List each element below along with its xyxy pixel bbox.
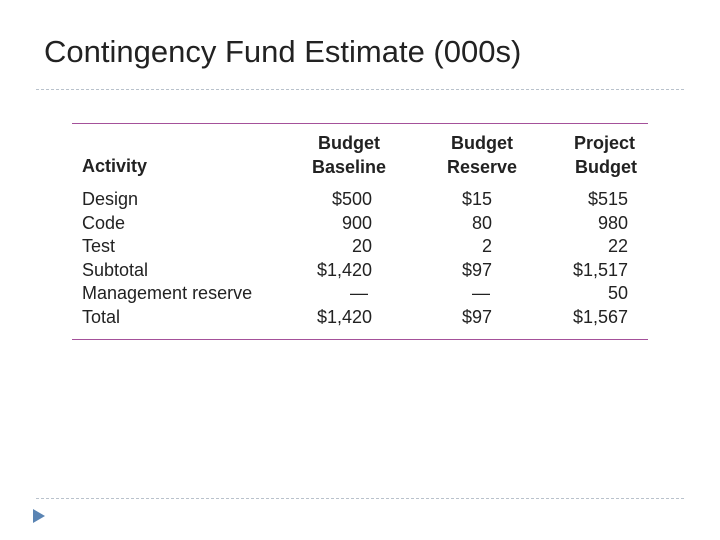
row-test-reserve: 2 <box>481 236 492 257</box>
row-total-project: $1,567 <box>572 307 628 327</box>
row-total-reserve: $97 <box>461 307 492 327</box>
row-code-activity: Code <box>82 212 126 233</box>
row-subtotal-baseline: $1,420 <box>316 259 372 280</box>
row-total-activity: Total <box>82 307 121 327</box>
header-baseline-line2: Baseline <box>312 157 387 177</box>
row-subtotal-reserve: $97 <box>461 259 492 280</box>
row-design-project: $515 <box>587 189 628 209</box>
contingency-table: Activity Budget Baseline Budget Reserve … <box>72 123 648 340</box>
row-subtotal-activity: Subtotal <box>82 259 149 280</box>
row-design-baseline: $500 <box>331 189 372 209</box>
slide-title: Contingency Fund Estimate (000s) <box>44 34 522 69</box>
row-total-baseline: $1,420 <box>316 307 372 327</box>
row-code-reserve: 80 <box>471 212 492 233</box>
row-test-project: 22 <box>607 236 628 257</box>
header-project-line2: Budget <box>575 157 637 177</box>
row-test-activity: Test <box>82 236 116 257</box>
header-activity: Activity <box>82 156 148 176</box>
header-reserve-line1: Budget <box>451 133 513 153</box>
row-design-activity: Design <box>82 189 139 209</box>
bullet-arrow-icon <box>33 509 45 523</box>
row-code-baseline: 900 <box>341 212 372 233</box>
row-management-reserve-activity: Management reserve <box>82 283 253 304</box>
header-baseline-line1: Budget <box>318 133 380 153</box>
row-subtotal-project: $1,517 <box>572 259 628 280</box>
row-code-project: 980 <box>597 212 628 233</box>
row-design-reserve: $15 <box>461 189 492 209</box>
row-management-reserve-reserve: — <box>472 283 490 304</box>
row-test-baseline: 20 <box>351 236 372 257</box>
header-reserve-line2: Reserve <box>447 157 518 177</box>
header-project-line1: Project <box>574 133 636 153</box>
top-divider <box>36 89 684 90</box>
bottom-divider <box>36 498 684 499</box>
row-management-reserve-baseline: — <box>350 283 368 304</box>
row-management-reserve-project: 50 <box>607 283 628 304</box>
